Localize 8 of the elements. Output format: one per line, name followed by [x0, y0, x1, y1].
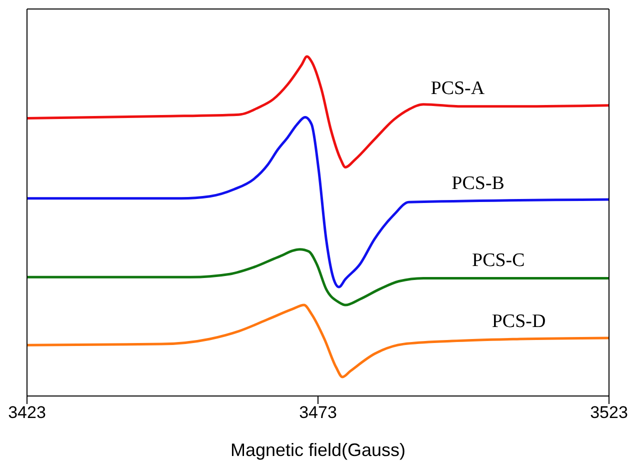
series-label: PCS-C [472, 250, 525, 272]
series-label: PCS-D [492, 311, 546, 332]
series-label: PCS-A [430, 78, 485, 100]
x-axis-title: Magnetic field(Gauss) [230, 440, 406, 460]
x-tick-label: 3473 [299, 403, 337, 422]
x-tick-label: 3523 [590, 403, 628, 422]
x-tick-label: 3423 [8, 403, 46, 422]
series-label: PCS-B [452, 173, 504, 194]
